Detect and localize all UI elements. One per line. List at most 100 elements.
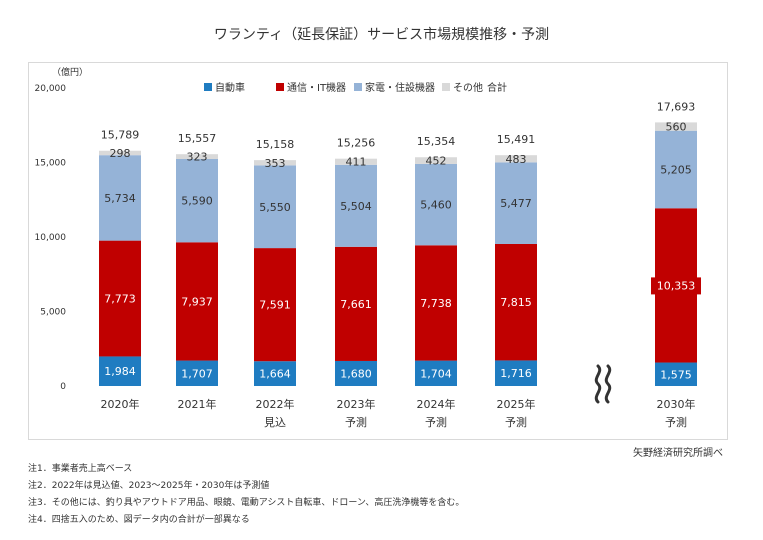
x-tick-sublabel: 予測 [665, 415, 687, 429]
axis-break-icon [594, 364, 602, 404]
data-label: 7,738 [420, 297, 452, 310]
legend-label: 通信・IT機器 [287, 81, 346, 94]
legend-swatch [204, 83, 212, 91]
data-label: 10,353 [657, 279, 696, 292]
data-label: 5,590 [181, 195, 213, 208]
total-label: 15,158 [256, 138, 295, 151]
data-label: 1,680 [340, 367, 372, 380]
total-label: 15,256 [337, 137, 376, 150]
bar-segment [415, 157, 457, 164]
bar-segment [176, 360, 218, 386]
x-tick-sublabel: 予測 [425, 415, 447, 429]
x-tick-label: 2030年 [657, 397, 696, 411]
x-tick-label: 2024年 [417, 397, 456, 411]
total-label: 17,693 [657, 100, 696, 113]
bar-segment [335, 164, 377, 247]
legend-swatch [442, 83, 450, 91]
footnote-3: 注3．その他には、釣り具やアウトドア用品、眼鏡、電動アシスト自転車、ドローン、高… [28, 498, 465, 508]
legend-label: 自動車 [215, 81, 245, 94]
bar-segment [655, 130, 697, 209]
data-label: 411 [346, 156, 367, 169]
footnote-2: 注2．2022年は見込値、2023～2025年・2030年は予測値 [28, 481, 270, 491]
bar-segment [99, 155, 141, 241]
bar-segment [335, 360, 377, 386]
legend-label-total: 合計 [487, 81, 507, 94]
legend-label: その他 [453, 81, 483, 94]
data-label: 323 [187, 151, 208, 164]
data-label: 7,591 [259, 299, 291, 312]
bar-segment [495, 155, 537, 163]
bar-segment [415, 360, 457, 386]
y-tick-label: 10,000 [35, 233, 67, 243]
bar-segment [99, 240, 141, 357]
x-tick-label: 2022年 [256, 397, 295, 411]
bar-segment [176, 242, 218, 361]
legend-swatch [354, 83, 362, 91]
data-label: 7,773 [104, 293, 136, 306]
y-tick-label: 15,000 [35, 159, 67, 169]
data-label: 1,664 [259, 368, 291, 381]
bar-segment [99, 356, 141, 386]
data-label: 298 [110, 147, 131, 160]
footnote-4: 注4．四捨五入のため、図データ内の合計が一部異なる [28, 515, 250, 525]
footnotes: 注1．事業者売上高ベース 注2．2022年は見込値、2023～2025年・203… [28, 461, 464, 529]
bar-segment [254, 248, 296, 362]
bar-segment [176, 159, 218, 243]
data-label: 560 [666, 121, 687, 134]
footnote-1: 注1．事業者売上高ベース [28, 464, 133, 474]
total-label: 15,557 [178, 132, 217, 145]
data-label: 7,661 [340, 298, 372, 311]
bar-segment [655, 122, 697, 131]
x-tick-sublabel: 予測 [505, 415, 527, 429]
data-label: 5,734 [104, 192, 136, 205]
data-label: 5,460 [420, 199, 452, 212]
data-label: 1,707 [181, 367, 213, 380]
bar-segment [415, 163, 457, 246]
total-label: 15,789 [101, 129, 140, 142]
data-label: 452 [426, 155, 447, 168]
stacked-bar-chart: （億円） 0 5,000 10,000 15,000 20,000 自動車 通信・IT機器 家電… [35, 66, 701, 429]
data-label: 5,504 [340, 200, 372, 213]
bar-segment [495, 162, 537, 244]
bar-segment [176, 154, 218, 160]
y-unit-label: （億円） [52, 66, 88, 78]
x-tick-label: 2020年 [101, 397, 140, 411]
x-tick-sublabel: 予測 [345, 415, 367, 429]
bar-segment [335, 158, 377, 165]
data-label-box [651, 277, 701, 295]
data-label: 1,704 [420, 367, 452, 380]
data-label: 5,477 [500, 197, 532, 210]
bar-segment [415, 245, 457, 361]
bar-segment [254, 361, 296, 386]
source-credit: 矢野経済研究所調べ [633, 448, 723, 459]
legend-label: 家電・住設機器 [365, 81, 435, 94]
data-label: 5,205 [660, 163, 692, 176]
y-tick-label: 5,000 [40, 308, 66, 318]
bar-segment [655, 362, 697, 386]
x-tick-sublabel: 見込 [264, 416, 286, 429]
data-label: 483 [506, 153, 527, 166]
chart-title: ワランティ（延長保証）サービス市場規模推移・予測 [213, 27, 550, 43]
x-tick-label: 2021年 [178, 397, 217, 411]
data-label: 5,550 [259, 201, 291, 214]
chart-frame [28, 62, 728, 440]
legend-swatch [276, 83, 284, 91]
y-tick-label: 20,000 [35, 84, 67, 94]
data-label: 1,984 [104, 365, 136, 378]
bar-segment [99, 150, 141, 156]
x-tick-label: 2025年 [497, 397, 536, 411]
total-label: 15,354 [417, 135, 456, 148]
x-tick-label: 2023年 [337, 397, 376, 411]
bar-segment [335, 246, 377, 361]
bar-segment [495, 360, 537, 386]
bar-segment [254, 160, 296, 166]
bar-segment [254, 165, 296, 249]
y-tick-label: 0 [60, 382, 66, 392]
data-label: 7,815 [500, 296, 532, 309]
axis-break-icon [604, 364, 612, 404]
data-label: 1,716 [500, 367, 532, 380]
data-label: 353 [265, 157, 286, 170]
data-label: 7,937 [181, 295, 213, 308]
total-label: 15,491 [497, 133, 536, 146]
bar-segment [495, 243, 537, 361]
